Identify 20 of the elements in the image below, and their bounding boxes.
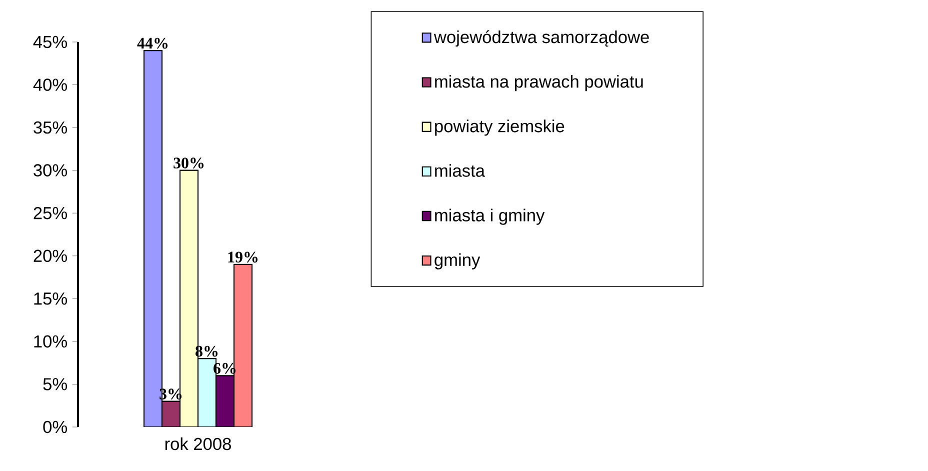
- y-tick-label: 10%: [34, 335, 67, 348]
- legend-label: województwa samorządowe: [434, 30, 649, 47]
- data-label: 44%: [137, 38, 168, 49]
- y-tick-label: 35%: [34, 121, 67, 134]
- y-tick-label: 20%: [34, 250, 67, 262]
- y-tick-label: 0%: [43, 420, 67, 434]
- y-tick-label: 45%: [33, 36, 67, 48]
- x-tick-label: rok 2008: [165, 437, 231, 450]
- y-tick-label: 15%: [34, 292, 67, 305]
- legend-label: miasta na prawach powiatu: [435, 75, 643, 92]
- y-tick-label: 30%: [34, 164, 67, 176]
- data-label: 30%: [174, 158, 204, 168]
- y-tick-label: 40%: [33, 78, 67, 91]
- legend-label: gminy: [434, 253, 480, 270]
- y-tick-label: 25%: [34, 206, 67, 220]
- data-label: 19%: [228, 252, 258, 263]
- legend-label: miasta: [435, 164, 485, 177]
- legend-label: powiaty ziemskie: [435, 120, 564, 136]
- y-tick-label: 5%: [43, 378, 67, 390]
- legend-label: miasta i gminy: [435, 208, 545, 225]
